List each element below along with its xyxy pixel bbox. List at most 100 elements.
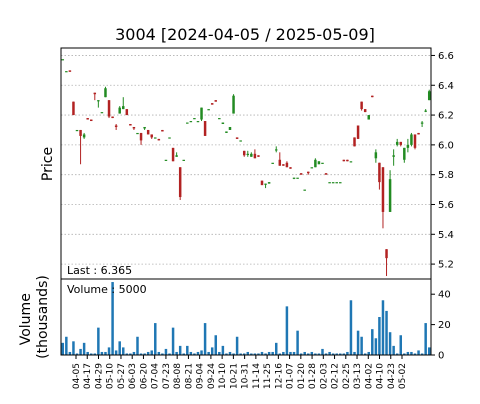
date-tick-label: 05-10 [106,363,116,389]
volume-bar [427,347,431,355]
volume-bar [186,345,189,355]
candle-body [161,129,164,132]
candle-body [399,141,403,145]
volume-bar [274,342,278,355]
candle-body [424,110,427,112]
candle-body [86,118,89,120]
volume-bar [239,353,242,355]
volume-tick-label: 40 [438,290,451,301]
volume-bar [360,336,363,355]
candle-body [210,103,214,105]
volume-y-axis: 0 20 40 [431,290,451,362]
candle-body [403,147,406,160]
date-tick-label: 11-25 [263,363,273,389]
volume-bar [331,353,335,355]
volume-bar [282,351,285,355]
candle-body [314,159,317,168]
date-tick-label: 08-21 [184,363,194,389]
date-tick-label: 01-20 [297,363,307,389]
candle-body [107,100,111,117]
volume-bar [139,353,143,355]
candle-body [406,144,410,148]
price-axis-label: Price [40,147,56,181]
candle-body [328,182,331,184]
candle-body [93,92,97,95]
candle-body [164,159,168,161]
candle-body [122,106,125,110]
volume-bar [86,351,89,355]
candle-body [114,125,118,127]
candle-body [427,91,431,101]
candle-body [225,131,228,133]
volume-bar [132,351,136,355]
candle-body [413,134,417,148]
candle-body [392,155,395,157]
date-tick-label: 12-16 [274,363,284,389]
date-tick-label: 05-27 [117,363,127,389]
volume-bar [65,336,68,355]
volume-bar [296,330,299,355]
volume-axis-label: Volume (thousands) [18,275,51,359]
volume-bar [136,336,139,355]
candle-body [296,177,299,179]
candle-body [221,122,225,125]
price-tick-label: 6.0 [438,140,454,151]
volume-bar [61,342,65,355]
date-tick-label: 09-04 [196,363,206,389]
candle-body [246,153,250,156]
volume-axis-label-line-1: Volume [18,293,34,345]
price-tick-label: 6.2 [438,111,454,122]
candle-body [146,129,150,135]
candle-body [154,137,157,139]
volume-bar [374,338,378,355]
candle-body [175,155,178,157]
candle-body [186,122,189,124]
price-tick-label: 5.2 [438,260,454,271]
date-tick-label: 03-13 [353,363,363,389]
volume-bar [178,345,182,355]
date-tick-label: 04-29 [94,363,104,389]
volume-bar [214,335,218,355]
volume-bar [154,323,157,355]
candle-body [303,189,306,191]
candle-body [346,159,349,162]
volume-bar [289,351,292,355]
volume-bar [246,351,250,355]
candle-body [299,173,303,175]
volume-bar [171,327,175,355]
candle-body [143,126,146,129]
volume-bar [100,351,104,355]
date-tick-label: 02-25 [342,363,352,389]
volume-bar [285,306,289,355]
volume-bar [356,330,360,355]
candle-body [271,162,274,164]
volume-bar [196,351,200,355]
volume-bar [392,345,395,355]
volume-bar [122,347,125,355]
volume-bar [203,323,207,355]
candle-body [264,183,267,185]
price-candles [61,59,431,277]
candle-body [196,121,200,123]
volume-bar [114,350,118,355]
candle-body [289,167,292,169]
date-tick-label: 07-23 [162,363,172,389]
date-tick-label: 04-10 [376,363,386,389]
volume-bar [406,351,410,355]
volume-bar [218,351,221,355]
candle-body [353,137,356,147]
date-tick-label: 10-31 [241,363,251,389]
price-tick-label: 6.6 [438,51,454,62]
volume-bar [267,351,271,355]
candle-body [228,126,232,130]
candle-body [381,167,385,212]
candle-body [242,150,246,156]
candle-body [367,115,370,120]
volume-bar [68,351,72,355]
candle-body [321,162,324,164]
candle-body [104,88,107,98]
volume-bar [371,329,374,355]
volume-bar [75,353,79,355]
candle-body [339,182,342,184]
